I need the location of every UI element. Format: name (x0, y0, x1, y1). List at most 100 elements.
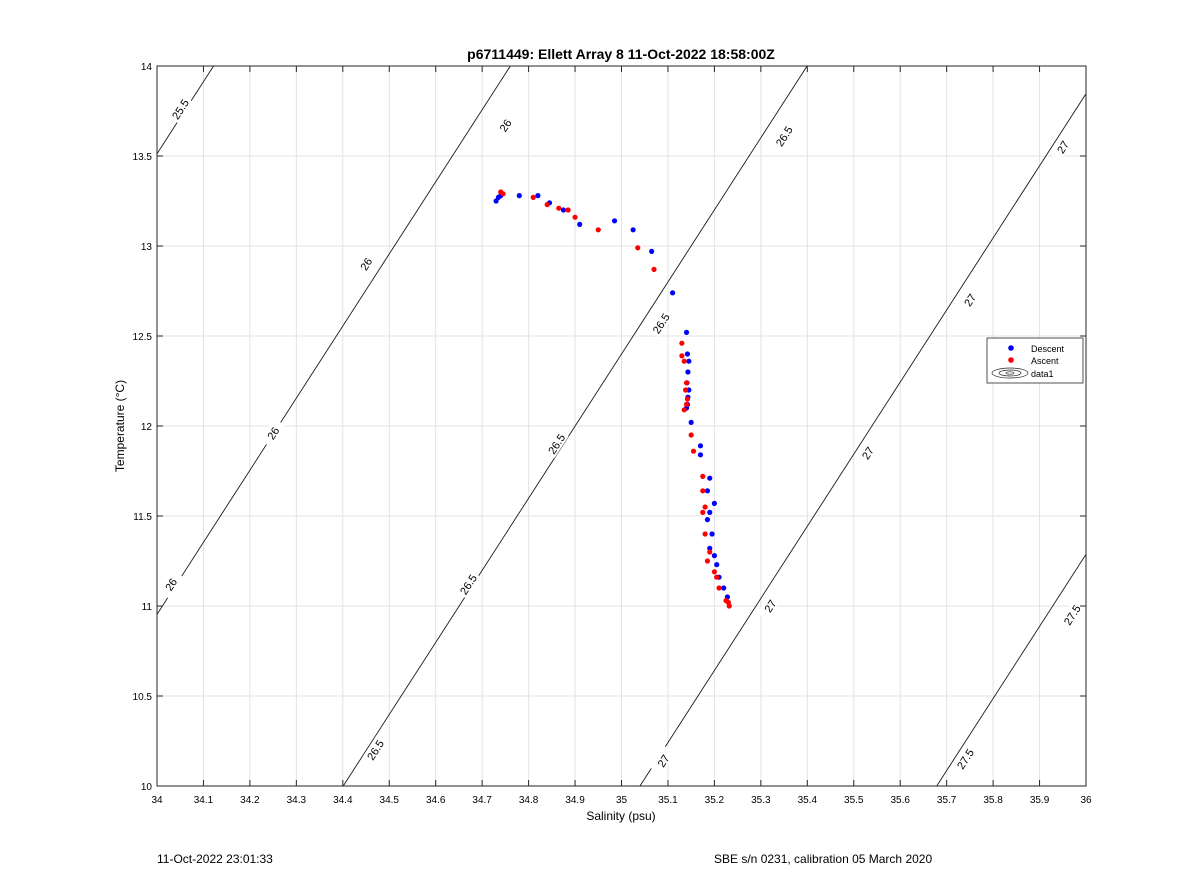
contour-label-bg (854, 438, 880, 468)
x-tick-label: 34.9 (565, 795, 585, 806)
contour-label-bg (771, 121, 797, 151)
x-tick-label: 34.8 (519, 795, 539, 806)
contour-label: 26 (158, 569, 184, 599)
contour-label-bg (952, 744, 978, 774)
y-tick-label: 10 (141, 782, 153, 793)
contour-label-bg (1049, 132, 1075, 162)
ascent-point (683, 401, 690, 407)
x-tick-label: 35.5 (844, 795, 864, 806)
x-tick-label: 35.6 (890, 795, 910, 806)
ascent-point (684, 396, 691, 402)
contour-label-bg (167, 94, 193, 124)
y-tick-label: 12.5 (133, 332, 153, 343)
ascent-point (700, 488, 706, 494)
y-tick-label: 11 (142, 602, 153, 613)
descent-point (711, 500, 718, 506)
descent-point (577, 221, 583, 227)
contour-label: 27 (854, 438, 880, 468)
x-tick-label: 35.8 (983, 795, 1003, 806)
ascent-point (716, 585, 722, 591)
contour-label-text: 27 (1055, 139, 1072, 156)
ascent-point (726, 603, 732, 609)
descent-point (649, 248, 655, 254)
descent-point (697, 452, 704, 458)
isopycnal-line (342, 66, 808, 786)
ascent-point (595, 227, 601, 233)
x-tick-label: 34.4 (333, 795, 353, 806)
contour-label-bg (492, 110, 518, 140)
chart-title: p6711449: Ellett Array 8 11-Oct-2022 18:… (467, 46, 775, 62)
ascent-point (635, 245, 641, 251)
contour-label-text: 27 (656, 753, 673, 770)
x-axis-label: Salinity (psu) (586, 809, 655, 823)
legend-descent-label: Descent (1031, 344, 1065, 354)
data-points (493, 189, 732, 609)
descent-point (704, 517, 711, 523)
legend-descent-marker (1008, 345, 1014, 351)
ascent-point (544, 202, 550, 208)
x-tick-label: 34.6 (426, 795, 446, 806)
contour-label-bg (455, 569, 481, 599)
descent-point (707, 545, 713, 552)
descent-point (707, 475, 713, 481)
ascent-point (683, 387, 689, 393)
footer-instrument-info: SBE s/n 0231, calibration 05 March 2020 (714, 852, 933, 866)
descent-point (630, 227, 636, 233)
descent-point (688, 419, 694, 425)
descent-point (611, 218, 618, 224)
descent-point (704, 488, 711, 494)
contour-label-bg (1059, 600, 1085, 630)
contour-label-bg (260, 418, 286, 448)
contour-label: 26 (492, 110, 518, 140)
contour-label-text: 26 (163, 577, 180, 594)
descent-point (560, 207, 567, 213)
contour-label-bg (543, 429, 569, 459)
ascent-point (530, 194, 536, 200)
x-axis-ticks: 34 34.1 34.2 34.3 34.4 34.5 34.6 34.7 34.8 34.9 35… (151, 66, 1092, 806)
ascent-point (702, 531, 708, 537)
y-tick-label: 13 (141, 242, 153, 253)
contour-label-text: 27 (962, 292, 979, 309)
contour-label-text: 26 (359, 256, 376, 273)
x-tick-label: 35.3 (751, 795, 771, 806)
y-tick-label: 11.5 (133, 512, 152, 523)
x-tick-label: 34.2 (240, 795, 260, 806)
contour-label-text: 26 (266, 425, 283, 442)
x-tick-label: 35.7 (937, 795, 957, 806)
ascent-point (651, 266, 657, 272)
ascent-point (700, 509, 706, 515)
contour-label-bg (362, 735, 388, 765)
ascent-point (565, 207, 571, 213)
descent-point (684, 351, 691, 357)
legend: Descent Ascent data1 (986, 337, 1084, 384)
x-tick-label: 34.1 (194, 795, 214, 806)
ascent-point (681, 358, 687, 364)
y-tick-label: 14 (141, 62, 153, 73)
ascent-point (714, 574, 720, 580)
contour-label: 27 (757, 591, 783, 621)
isopycnal-line (639, 92, 1086, 786)
descent-point (721, 585, 727, 591)
descent-point (535, 193, 541, 199)
descent-point (669, 290, 676, 296)
contour-label-bg (956, 285, 982, 315)
y-tick-label: 12 (141, 422, 153, 433)
x-tick-label: 35 (616, 795, 628, 806)
contour-label-bg (648, 308, 674, 338)
descent-point (709, 531, 715, 537)
isopycnal-line (936, 553, 1086, 786)
x-tick-label: 35.2 (705, 795, 725, 806)
contour-labels: 25.52626262626.526.526.526.526.527272727… (158, 94, 1085, 775)
contour-label-bg (158, 569, 184, 599)
ascent-point (556, 205, 562, 211)
contour-label-bg (757, 591, 783, 621)
x-tick-label: 34.5 (380, 795, 400, 806)
legend-contour-label: data1 (1031, 369, 1054, 379)
x-tick-label: 36 (1080, 795, 1092, 806)
ascent-point (572, 214, 578, 220)
x-tick-label: 34.7 (472, 795, 492, 806)
ascent-point (711, 569, 718, 575)
ascent-point (688, 432, 694, 438)
descent-point (711, 553, 718, 559)
